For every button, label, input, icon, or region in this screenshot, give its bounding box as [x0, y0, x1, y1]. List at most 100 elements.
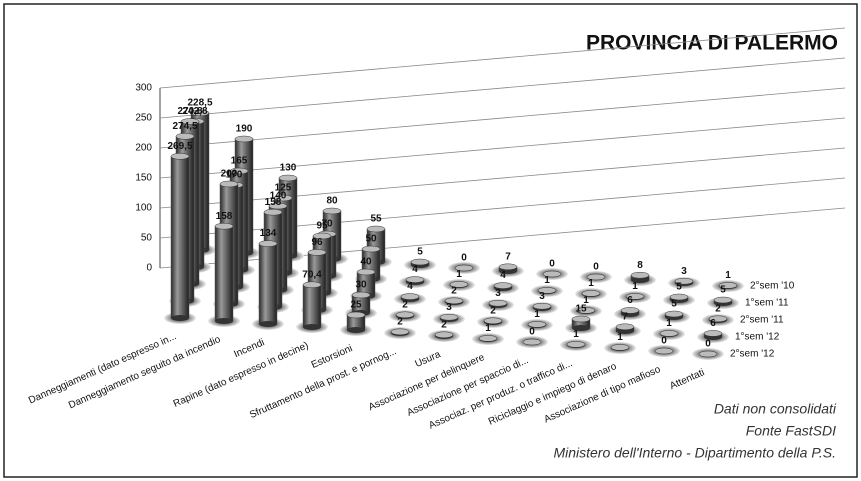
cylinder: 30: [345, 280, 377, 319]
note: Ministero dell'Interno - Dipartimento de…: [553, 445, 836, 461]
value-label: 125: [275, 183, 292, 194]
cylinder: 8: [624, 260, 656, 286]
value-label: 140: [270, 191, 287, 202]
bar-top: [630, 271, 650, 279]
cylinder: 1: [619, 281, 651, 303]
bar-top: [400, 293, 420, 300]
value-label: 158: [216, 211, 233, 222]
bar-top: [698, 350, 718, 358]
bar-top: [488, 299, 508, 307]
cylinder: 7: [492, 251, 524, 277]
bar-top: [625, 293, 645, 300]
bar-top: [713, 296, 733, 304]
bar-top: [498, 263, 518, 271]
bar-top: [610, 344, 630, 351]
cylinder: 4: [487, 270, 519, 294]
bar-top: [302, 281, 322, 289]
value-label: 6: [627, 295, 633, 306]
value-label: 2: [402, 299, 408, 310]
bar-top: [664, 310, 684, 318]
cylinder: 0: [516, 327, 548, 348]
bar-top: [571, 315, 591, 323]
value-label: 170: [226, 170, 243, 181]
y-tick-label: 100: [135, 203, 152, 214]
value-label: 1: [534, 309, 540, 320]
bar-top: [522, 338, 542, 346]
bar-top: [483, 317, 503, 325]
value-label: 3: [681, 266, 687, 277]
value-label: 30: [355, 280, 367, 291]
value-label: 2: [715, 303, 721, 314]
bar-top: [219, 180, 239, 188]
value-label: 80: [326, 196, 338, 207]
bar-top: [190, 109, 210, 117]
value-label: 5: [417, 247, 423, 258]
value-label: 1: [617, 332, 623, 343]
bar-top: [410, 258, 430, 266]
value-label: 2: [397, 316, 403, 327]
value-label: 7: [622, 311, 628, 322]
bar-top: [263, 208, 283, 216]
bar-top: [703, 330, 723, 337]
value-label: 96: [311, 237, 323, 248]
bar-top: [268, 202, 288, 210]
cylinder: 269,5: [164, 141, 196, 324]
bar-bottom: [347, 327, 365, 333]
value-label: 25: [350, 300, 362, 311]
bar-top: [669, 293, 689, 301]
value-label: 95: [316, 221, 328, 232]
value-label: 40: [360, 257, 372, 268]
bar-top: [620, 307, 640, 314]
cylinder: 2: [702, 303, 734, 326]
cylinder: 25: [340, 300, 372, 336]
value-label: 1: [485, 323, 491, 334]
value-label: 1: [666, 318, 672, 329]
cylinder: 1: [712, 270, 744, 292]
series-label: 2°sem '12: [730, 349, 775, 360]
bar-top: [542, 270, 562, 278]
bar-top: [351, 291, 371, 299]
bar-bottom: [259, 321, 277, 327]
bar-top: [356, 268, 376, 276]
y-tick-label: 200: [135, 143, 152, 154]
chart-title: PROVINCIA DI PALERMO: [586, 32, 838, 55]
bar-top: [278, 174, 298, 182]
value-label: 4: [412, 264, 418, 275]
value-label: 5: [676, 282, 682, 293]
value-label: 70,4: [302, 269, 322, 280]
value-label: 1: [573, 329, 579, 340]
bar-top: [307, 249, 327, 256]
value-label: 7: [505, 251, 511, 262]
cylinder: 2: [428, 319, 460, 342]
cylinder: 5: [663, 282, 695, 306]
bar-top: [366, 225, 386, 233]
bar: [302, 284, 322, 328]
value-label: 1: [632, 281, 638, 292]
bar-top: [170, 153, 190, 160]
value-label: 2: [490, 305, 496, 316]
bar-top: [312, 232, 332, 240]
value-label: 3: [495, 288, 501, 299]
bar-top: [615, 323, 635, 331]
value-label: 200: [221, 169, 238, 180]
grid-line: [159, 117, 846, 179]
cylinder: 4: [394, 281, 426, 305]
value-label: 190: [236, 124, 253, 135]
bar-top: [390, 328, 410, 336]
value-label: 5: [720, 285, 726, 296]
bar-top: [537, 287, 557, 294]
value-label: 1: [583, 295, 589, 306]
value-label: 0: [529, 327, 535, 338]
cylinder: 2: [384, 316, 416, 339]
value-label: 270,8: [177, 106, 202, 117]
series-label: 2°sem '11: [740, 315, 784, 326]
bar-top: [322, 207, 342, 215]
cylinder: 4: [399, 264, 431, 288]
cylinder: 3: [668, 266, 700, 289]
cylinder: 3: [433, 302, 465, 325]
cylinder: 1: [521, 309, 553, 331]
bar-top: [576, 307, 596, 314]
value-label: 55: [370, 214, 382, 225]
cylinder: 0: [648, 336, 680, 357]
cylinder: 70,4: [296, 269, 328, 333]
